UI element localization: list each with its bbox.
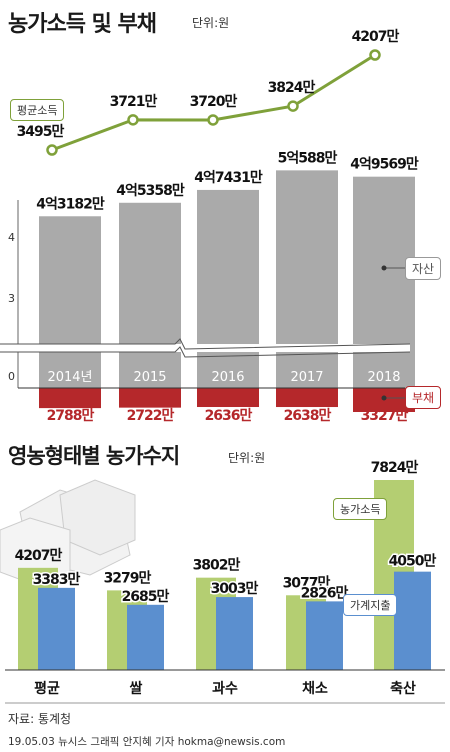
household-spending-value-label: 2685만	[122, 589, 170, 605]
farm-income-value-label: 3802만	[193, 558, 241, 574]
asset-bar	[197, 189, 259, 388]
income-legend-pill: 평균소득	[10, 99, 65, 121]
household-spending-value-label: 3003만	[211, 581, 259, 597]
asset-bar	[119, 202, 181, 388]
household-spending-value-label: 4050만	[389, 554, 437, 570]
income-value-label: 3495만	[17, 124, 65, 140]
debt-value-label: 3327만	[361, 408, 409, 424]
axis-break-band	[0, 344, 410, 352]
farm-income-value-label: 7824만	[371, 460, 419, 476]
household-spending-value-label: 3383만	[33, 572, 81, 588]
income-value-label: 4207만	[352, 29, 400, 45]
farm-income-value-label: 4207만	[15, 548, 63, 564]
y-tick-label: 3	[8, 292, 15, 305]
year-label: 2015	[133, 370, 166, 385]
asset-value-label: 4억3182만	[36, 196, 105, 212]
assets-legend-pill: 자산	[405, 257, 442, 280]
asset-bar	[39, 216, 101, 388]
debt-legend-dot	[381, 395, 387, 401]
asset-value-label: 4억9569만	[350, 157, 419, 173]
farm-type-category-label: 과수	[212, 681, 238, 697]
farm-income-legend-pill: 농가소득	[333, 498, 388, 520]
household-spending-bar	[306, 601, 343, 670]
axis-break-line-top	[0, 338, 411, 350]
farm-type-category-label: 평균	[34, 680, 60, 697]
debt-bar	[119, 388, 181, 408]
household-spending-bar	[38, 587, 75, 670]
assets-legend-dot	[381, 265, 387, 271]
debt-legend-pill: 부채	[405, 386, 442, 409]
page-title: 농가소득 및 부채	[8, 12, 157, 37]
debt-value-label: 2636만	[205, 408, 253, 424]
y-tick-label: 0	[8, 370, 15, 383]
debt-bar	[276, 388, 338, 408]
household-spending-bar	[216, 597, 253, 670]
asset-debt-income-chart: 4 3 0 4억3182만 2014년 2788만 4억5358만 2015 2722만 4억74…	[0, 29, 420, 424]
asset-value-label: 5억588만	[278, 150, 338, 166]
income-point	[46, 144, 58, 156]
debt-value-label: 2638만	[284, 408, 332, 424]
unit-label: 단위:원	[192, 16, 230, 30]
asset-value-label: 4억5358만	[116, 183, 185, 199]
household-spending-bar	[127, 604, 164, 670]
farm-type-category-label: 축산	[390, 680, 416, 697]
farm-type-unit-label: 단위:원	[228, 451, 266, 465]
debt-bar	[197, 388, 259, 408]
debt-value-label: 2722만	[127, 408, 175, 424]
year-label: 2016	[211, 370, 244, 385]
income-value-label: 3720만	[190, 94, 238, 110]
income-point	[287, 100, 299, 112]
farm-type-category-label: 채소	[302, 681, 328, 697]
year-label: 2014년	[47, 370, 92, 385]
income-point	[207, 114, 219, 126]
section-title-farm-type: 영농형태별 농가수지	[8, 444, 180, 468]
source-text: 자료: 통계청	[8, 712, 72, 726]
axis-break-line-bottom	[0, 346, 411, 358]
y-tick-label: 4	[8, 231, 15, 244]
farm-income-value-label: 3077만	[283, 575, 331, 591]
farm-type-category-label: 쌀	[130, 680, 143, 697]
household-spending-value-label: 2826만	[301, 585, 349, 601]
income-point	[127, 114, 139, 126]
credit-text: 19.05.03 뉴시스 그래픽 안지혜 기자 hokma@newsis.com	[8, 736, 286, 748]
farm-income-value-label: 3279만	[104, 570, 152, 586]
debt-value-label: 2788만	[47, 408, 95, 424]
year-label: 2018	[367, 370, 400, 385]
debt-bar	[39, 388, 101, 409]
income-point	[369, 49, 381, 61]
year-label: 2017	[290, 370, 323, 385]
income-value-label: 3721만	[110, 94, 158, 110]
income-value-label: 3824만	[268, 80, 316, 96]
household-spending-bar	[394, 571, 431, 670]
household-spending-legend-pill: 가계지출	[343, 594, 398, 616]
asset-value-label: 4억7431만	[194, 170, 263, 186]
